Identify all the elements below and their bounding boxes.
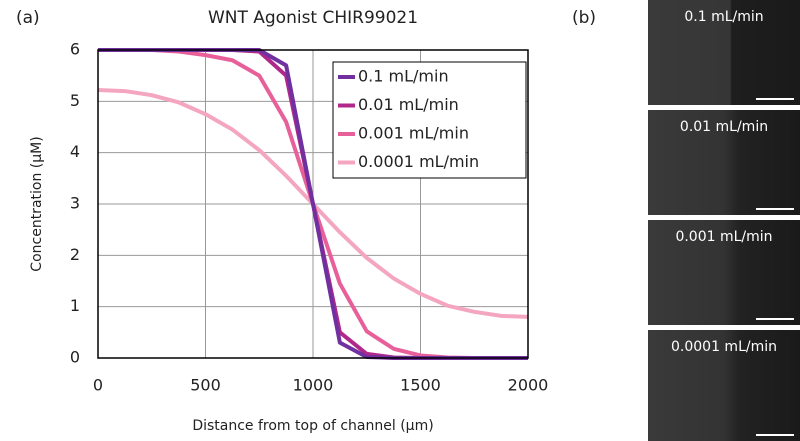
micrograph bbox=[648, 0, 800, 105]
panel-label: (b) bbox=[572, 8, 596, 28]
x-axis-label: Distance from top of channel (μm) bbox=[192, 418, 433, 434]
legend-label: 0.0001 mL/min bbox=[358, 152, 479, 171]
y-tick-label: 5 bbox=[70, 91, 80, 110]
image-panel: 0.1 mL/min 0.01 mL/min 0.001 mL/min 0.0001 … bbox=[648, 0, 800, 441]
x-tick-label: 500 bbox=[190, 376, 221, 395]
panel-label: (a) bbox=[16, 8, 40, 28]
image-label: 0.0001 mL/min bbox=[671, 339, 777, 355]
plot-frame bbox=[97, 49, 529, 359]
image-label: 0.1 mL/min bbox=[684, 9, 763, 25]
image-label: 0.001 mL/min bbox=[675, 229, 772, 245]
x-tick-label: 2000 bbox=[508, 376, 549, 395]
x-tick-label: 1000 bbox=[293, 376, 334, 395]
y-tick-label: 1 bbox=[70, 296, 80, 315]
x-tick-label: 1500 bbox=[400, 376, 441, 395]
y-axis-label: Concentration (μM) bbox=[29, 136, 45, 271]
y-tick-label: 2 bbox=[70, 245, 80, 264]
y-tick-label: 0 bbox=[70, 348, 80, 367]
image-label: 0.01 mL/min bbox=[680, 119, 768, 135]
x-tick-label: 0 bbox=[93, 376, 103, 395]
y-tick-label: 4 bbox=[70, 142, 80, 161]
micrograph bbox=[648, 330, 800, 441]
legend-label: 0.1 mL/min bbox=[358, 67, 449, 86]
legend-box bbox=[332, 61, 527, 179]
legend-label: 0.001 mL/min bbox=[358, 124, 469, 143]
micrograph bbox=[648, 220, 800, 325]
y-tick-label: 6 bbox=[70, 40, 80, 59]
micrograph bbox=[648, 110, 800, 215]
y-tick-label: 3 bbox=[70, 194, 80, 213]
chart-title: WNT Agonist CHIR99021 bbox=[208, 8, 418, 28]
legend-label: 0.01 mL/min bbox=[358, 95, 459, 114]
legend: 0.1 mL/min 0.01 mL/min 0.001 mL/min 0.0001 … bbox=[332, 61, 527, 179]
